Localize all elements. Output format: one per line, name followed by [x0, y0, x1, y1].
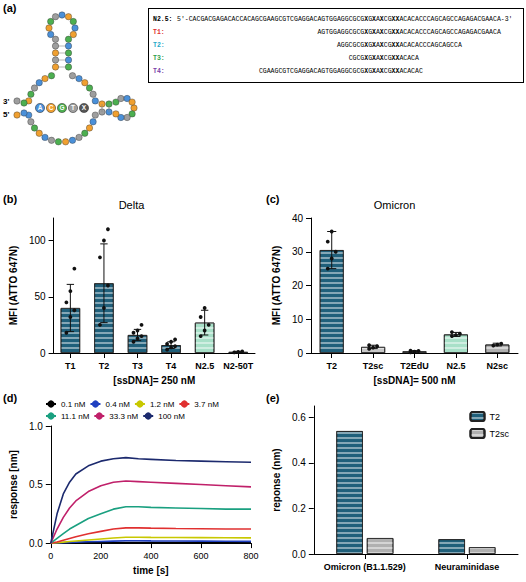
svg-text:100: 100 — [29, 235, 46, 246]
svg-text:Neuraminidase: Neuraminidase — [435, 562, 500, 572]
svg-text:33.3 nM: 33.3 nM — [109, 412, 138, 421]
svg-text:200: 200 — [93, 551, 108, 561]
svg-text:T1: T1 — [65, 361, 76, 371]
html-text:T3:: T3: — [153, 55, 165, 62]
svg-text:N2sc: N2sc — [487, 361, 509, 371]
svg-text:400: 400 — [143, 551, 158, 561]
html-text:T1:: T1: — [153, 29, 165, 36]
svg-text:50: 50 — [34, 291, 46, 302]
svg-text:T3: T3 — [132, 361, 143, 371]
svg-text:MFI (ATTO 647N): MFI (ATTO 647N) — [271, 246, 282, 326]
svg-text:Omicron: Omicron — [374, 199, 416, 211]
svg-text:response [nm]: response [nm] — [8, 450, 19, 519]
svg-text:40: 40 — [292, 213, 304, 224]
svg-text:MFI (ATTO 647N): MFI (ATTO 647N) — [8, 246, 19, 326]
html-text:(a): (a) — [3, 2, 17, 14]
svg-text:5': 5' — [3, 110, 9, 119]
html-text:CGCG X G X A X CG X X ACACA: CGCG X G X A X CG X X ACACA — [348, 55, 419, 62]
svg-text:N2-50T: N2-50T — [223, 361, 254, 371]
svg-text:time [s]: time [s] — [133, 565, 169, 576]
svg-text:0.6: 0.6 — [292, 412, 306, 423]
svg-text:3.7 nM: 3.7 nM — [194, 400, 219, 409]
svg-text:0.0: 0.0 — [29, 538, 43, 549]
svg-text:800: 800 — [243, 551, 258, 561]
html-text:CGAAGCGTCGAGGACAGTGGAGGCGCG X: CGAAGCGTCGAGGACAGTGGAGGCGCG X G X A X CG… — [258, 68, 423, 75]
svg-text:10: 10 — [292, 314, 304, 325]
svg-text:600: 600 — [193, 551, 208, 561]
svg-text:0.0: 0.0 — [292, 549, 306, 560]
svg-text:0.2: 0.2 — [292, 503, 306, 514]
svg-text:N2.5: N2.5 — [195, 361, 214, 371]
svg-text:[ssDNA]= 500 nM: [ssDNA]= 500 nM — [374, 375, 456, 386]
svg-text:0.1 nM: 0.1 nM — [61, 400, 86, 409]
html-text:(d): (d) — [3, 392, 17, 404]
svg-text:11.1 nM: 11.1 nM — [61, 412, 90, 421]
svg-text:3': 3' — [3, 97, 9, 106]
svg-text:T2EdU: T2EdU — [400, 361, 429, 371]
svg-text:X: X — [82, 104, 87, 111]
html-text:N2.5:: N2.5: — [153, 16, 173, 23]
svg-text:C: C — [49, 104, 54, 111]
html-text:(c): (c) — [266, 193, 280, 205]
svg-text:G: G — [59, 104, 64, 111]
svg-text:0: 0 — [40, 348, 46, 359]
html-text:T2:: T2: — [153, 42, 165, 49]
html-text:AGGCGCG X G X A X CG X X ACACA: AGGCGCG X G X A X CG X X ACACACCCAGCAGCC… — [336, 42, 462, 49]
html-text:AGTGGAGGCGCG X G X A X CG X X: AGTGGAGGCGCG X G X A X CG X X ACACACCCAG… — [317, 29, 501, 36]
svg-text:T2: T2 — [489, 412, 500, 422]
html-text:(e): (e) — [266, 392, 280, 404]
svg-text:T4: T4 — [166, 361, 177, 371]
svg-text:A: A — [38, 104, 43, 111]
svg-text:0: 0 — [48, 551, 53, 561]
svg-text:100 nM: 100 nM — [158, 412, 185, 421]
svg-text:20: 20 — [292, 280, 304, 291]
svg-text:0.5: 0.5 — [29, 479, 43, 490]
svg-text:T2sc: T2sc — [489, 429, 509, 439]
html-text:T4:: T4: — [153, 68, 165, 75]
svg-text:T: T — [71, 104, 75, 111]
html-text:(b): (b) — [3, 193, 17, 205]
svg-text:T2: T2 — [99, 361, 110, 371]
html-text:5'-CACGACGAGACACCACAGCGAAGCGTC: 5'-CACGACGAGACACCACAGCGAAGCGTCGAGGACAGTG… — [177, 16, 513, 23]
svg-text:0: 0 — [297, 348, 303, 359]
svg-text:[ssDNA]= 250 nM: [ssDNA]= 250 nM — [113, 375, 195, 386]
svg-text:Omicron (B1.1.529): Omicron (B1.1.529) — [324, 562, 406, 572]
svg-text:reponse (nm): reponse (nm) — [271, 448, 282, 511]
svg-text:1.0: 1.0 — [29, 421, 43, 432]
svg-text:Delta: Delta — [119, 199, 146, 211]
svg-text:1.2 nM: 1.2 nM — [150, 400, 175, 409]
svg-text:0.4 nM: 0.4 nM — [105, 400, 130, 409]
svg-text:T2: T2 — [326, 361, 337, 371]
svg-text:N2.5: N2.5 — [446, 361, 465, 371]
svg-text:30: 30 — [292, 246, 304, 257]
svg-text:0.4: 0.4 — [292, 457, 306, 468]
svg-text:T2sc: T2sc — [363, 361, 384, 371]
